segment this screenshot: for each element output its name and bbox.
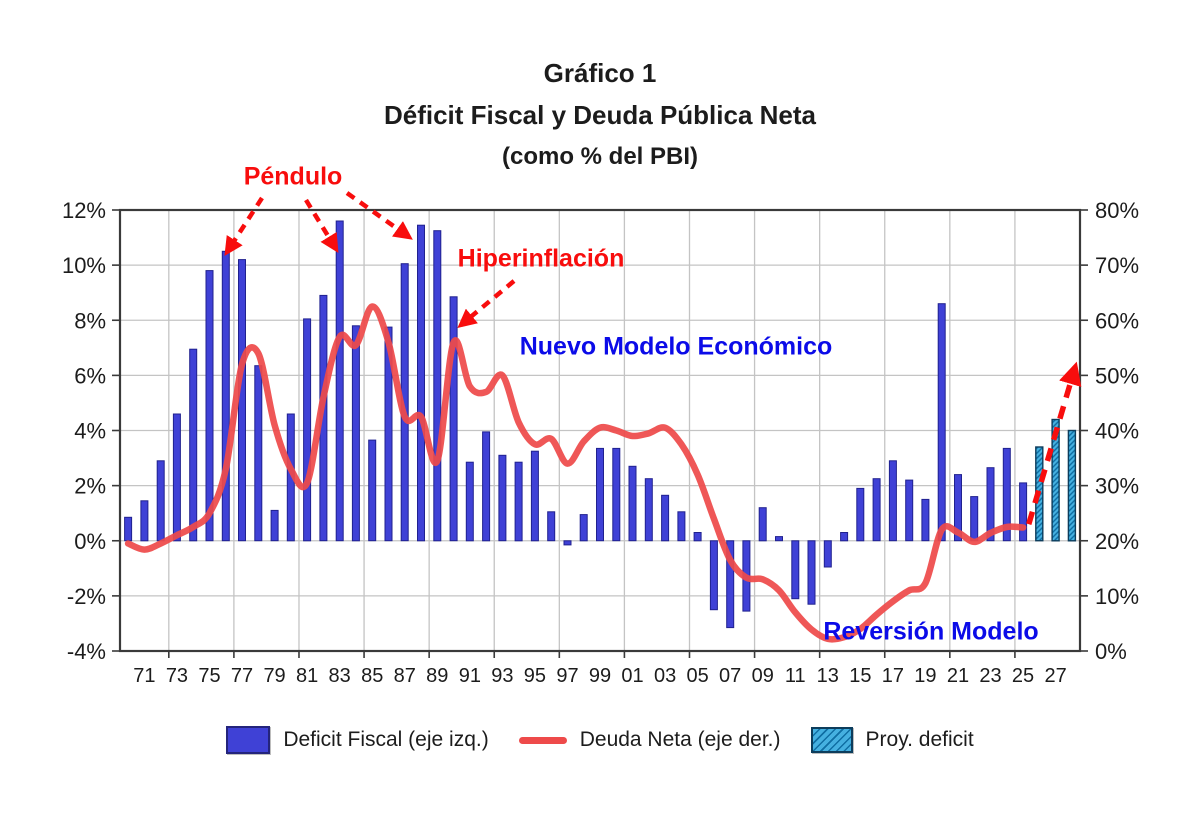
svg-text:85: 85 [361, 665, 383, 687]
chart-title: Gráfico 1 [543, 58, 657, 88]
svg-text:80%: 80% [1095, 198, 1139, 223]
svg-text:97: 97 [556, 665, 578, 687]
svg-text:71: 71 [133, 665, 155, 687]
deficit-bar-swatch-icon [226, 726, 271, 754]
deficit-bars [124, 220, 1028, 629]
legend-item-deficit: Deficit Fiscal (eje izq.) [226, 726, 489, 754]
svg-text:6%: 6% [74, 363, 106, 388]
svg-text:11: 11 [785, 665, 806, 687]
chart-legend: Deficit Fiscal (eje izq.) Deuda Neta (ej… [0, 720, 1200, 760]
annotation-hiperinflacion: Hiperinflación [457, 244, 625, 273]
svg-text:20%: 20% [1095, 529, 1139, 554]
svg-text:60%: 60% [1095, 308, 1139, 333]
svg-text:03: 03 [654, 665, 676, 687]
svg-text:79: 79 [263, 665, 285, 687]
chart-title-block: Gráfico 1 Déficit Fiscal y Deuda Pública… [0, 52, 1200, 178]
svg-text:40%: 40% [1095, 419, 1139, 444]
svg-text:10%: 10% [62, 253, 106, 278]
svg-text:95: 95 [524, 665, 546, 687]
svg-text:12%: 12% [62, 198, 106, 223]
svg-text:89: 89 [426, 665, 448, 687]
deuda-line-swatch-icon [518, 736, 567, 744]
svg-text:-2%: -2% [67, 584, 106, 609]
annotation-nuevo-modelo: Nuevo Modelo Económico [519, 332, 833, 361]
proy-hatch-swatch-icon [810, 727, 853, 753]
svg-text:23: 23 [979, 665, 1001, 687]
legend-label-deficit: Deficit Fiscal (eje izq.) [283, 728, 489, 751]
svg-text:27: 27 [1044, 665, 1066, 687]
svg-text:87: 87 [394, 665, 416, 687]
deuda-neta-line [124, 303, 1027, 643]
plot-frame [118, 208, 1082, 653]
svg-text:-4%: -4% [67, 639, 106, 664]
svg-text:93: 93 [491, 665, 513, 687]
svg-text:19: 19 [914, 665, 936, 687]
svg-text:91: 91 [459, 665, 481, 687]
svg-text:50%: 50% [1095, 363, 1139, 388]
svg-text:75: 75 [198, 665, 220, 687]
legend-label-deuda: Deuda Neta (eje der.) [579, 728, 781, 751]
legend-item-proy: Proy. deficit [810, 727, 974, 753]
svg-text:13: 13 [817, 665, 839, 687]
legend-label-proy: Proy. deficit [865, 728, 974, 751]
svg-text:07: 07 [719, 665, 741, 687]
svg-text:09: 09 [752, 665, 774, 687]
svg-text:15: 15 [849, 665, 871, 687]
annotation-pendulo: Péndulo [243, 162, 343, 191]
projection-arrow [1026, 361, 1082, 525]
legend-item-deuda: Deuda Neta (eje der.) [518, 728, 781, 752]
svg-text:99: 99 [589, 665, 611, 687]
svg-text:81: 81 [296, 665, 318, 687]
annotation-arrows [224, 191, 516, 329]
svg-text:83: 83 [329, 665, 351, 687]
svg-text:73: 73 [166, 665, 188, 687]
svg-text:01: 01 [621, 665, 643, 687]
svg-text:10%: 10% [1095, 584, 1139, 609]
svg-text:0%: 0% [74, 529, 106, 554]
gridlines [112, 209, 1088, 658]
axis-labels: 12% 80% 10% 70% 8% 60% 6% 50% 4% 40% 2% 30% 0% 20% -2%… [62, 198, 1139, 687]
svg-text:77: 77 [231, 665, 253, 687]
svg-text:2%: 2% [74, 474, 106, 499]
svg-text:05: 05 [687, 665, 709, 687]
svg-text:17: 17 [882, 665, 904, 687]
svg-text:8%: 8% [74, 308, 106, 333]
annotation-reversion-modelo: Reversión Modelo [823, 617, 1039, 646]
svg-text:70%: 70% [1095, 253, 1139, 278]
svg-text:0%: 0% [1095, 639, 1127, 664]
chart-subtitle: Déficit Fiscal y Deuda Pública Neta [383, 100, 817, 130]
svg-text:25: 25 [1012, 665, 1034, 687]
svg-text:30%: 30% [1095, 474, 1139, 499]
chart-units-label: (como % del PBI) [501, 143, 699, 170]
svg-text:21: 21 [947, 665, 969, 687]
svg-text:4%: 4% [74, 419, 106, 444]
